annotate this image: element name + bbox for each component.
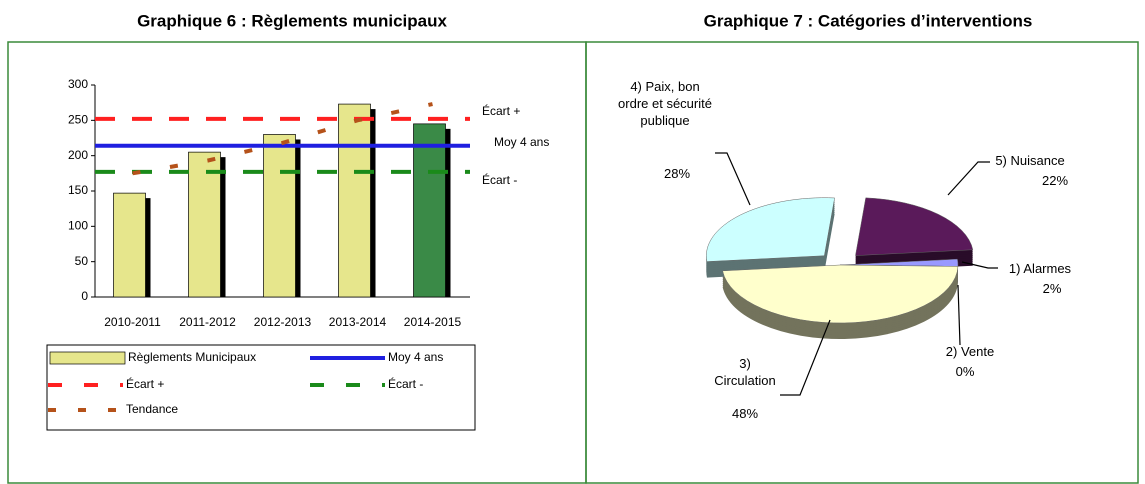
- legend-label: Écart -: [388, 376, 423, 391]
- slice-value-label: 0%: [955, 364, 975, 379]
- slice-value-label: 28%: [663, 166, 691, 181]
- leader-line: [780, 319, 831, 396]
- annotation: Écart -: [482, 172, 517, 187]
- slice-label: 5) Nuisance: [995, 153, 1065, 168]
- slice-value-label: 48%: [731, 406, 759, 421]
- x-tick-label: 2014-2015: [404, 315, 462, 329]
- y-tick-label: 0: [81, 289, 88, 303]
- legend-label: Moy 4 ans: [388, 350, 443, 364]
- annotation: Écart +: [482, 103, 520, 118]
- x-tick-label: 2013-2014: [329, 315, 387, 329]
- chart-title: Graphique 6 : Règlements municipaux: [137, 11, 447, 30]
- slice-value-label: 2%: [1042, 281, 1062, 296]
- chart-title: Graphique 7 : Catégories d’interventions: [704, 11, 1033, 30]
- slice-label: 4) Paix, bon ordre et sécurité publique: [618, 79, 712, 128]
- y-tick-label: 300: [68, 77, 88, 91]
- y-tick-label: 250: [68, 113, 88, 127]
- slice-label: 2) Vente: [945, 344, 995, 359]
- x-tick-label: 2011-2012: [179, 315, 236, 329]
- legend-label: Écart +: [126, 376, 164, 391]
- slice-label: 1) Alarmes: [1008, 261, 1072, 276]
- slice-value-label: 22%: [1041, 173, 1069, 188]
- leader-line: [957, 284, 961, 346]
- slice: [855, 197, 974, 256]
- trend-line: [132, 102, 433, 176]
- y-tick-label: 100: [68, 219, 88, 233]
- y-tick-label: 150: [68, 183, 88, 197]
- leader-line: [715, 152, 751, 206]
- bar: [263, 134, 296, 298]
- bar: [338, 103, 371, 298]
- bar: [188, 151, 221, 298]
- panel-right: [585, 41, 1139, 484]
- y-tick-label: 50: [75, 254, 89, 268]
- x-tick-label: 2010-2011: [104, 315, 161, 329]
- bar: [113, 192, 146, 298]
- slice-label: 3) Circulation: [714, 356, 776, 388]
- legend-label: Tendance: [126, 402, 178, 416]
- y-tick-label: 200: [68, 148, 88, 162]
- bar: [413, 123, 446, 298]
- x-tick-label: 2012-2013: [254, 315, 312, 329]
- legend-swatch: [49, 351, 126, 365]
- leader-line: [961, 261, 998, 269]
- legend-label: Règlements Municipaux: [128, 350, 256, 364]
- slice: [706, 197, 835, 262]
- annotation: Moy 4 ans: [494, 135, 549, 149]
- leader-line: [947, 161, 990, 196]
- slice: [722, 264, 959, 324]
